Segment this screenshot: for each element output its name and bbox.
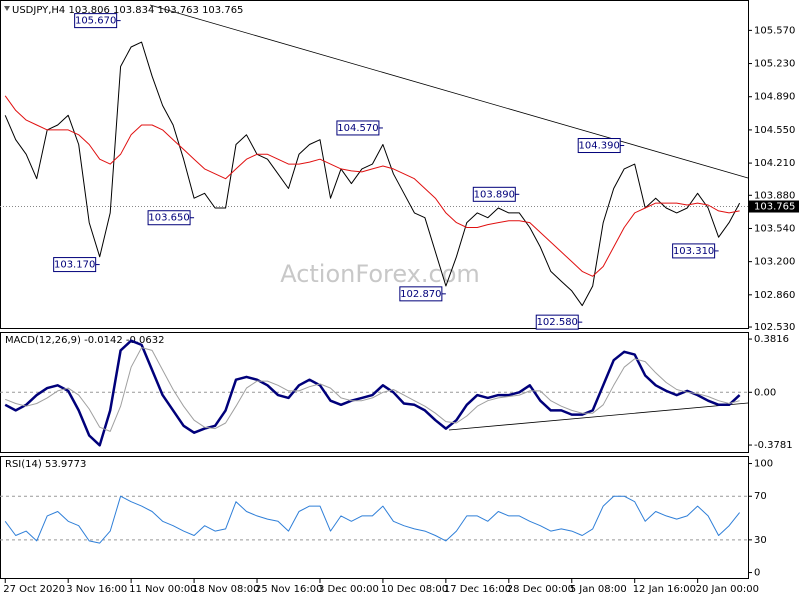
x-tick-label: 3 Dec 00:00 [318,584,379,595]
x-tick-label: 11 Nov 00:00 [129,584,196,595]
annotation-label: 103.170 [54,260,95,271]
macd-trend-line [448,402,749,431]
annotation-box [672,243,716,259]
annotation-box [399,286,443,302]
y-tick-label: 100 [754,459,773,470]
annotation-label: 103.650 [148,213,189,224]
series-line [4,95,740,277]
trend-line [149,4,749,179]
y-tick-label: 104.210 [754,158,795,169]
annotation-box [147,210,191,226]
annotation-box [53,257,97,273]
x-tick-label: 25 Nov 16:00 [255,584,322,595]
y-tick-label: 105.570 [754,25,795,36]
y-tick-label: 70 [754,491,767,502]
x-tick-label: 17 Dec 16:00 [444,584,511,595]
annotation-label: 105.670 [75,16,116,27]
series-line [4,339,741,447]
current-price-label: 103.765 [754,202,795,213]
series-line [4,495,740,544]
y-tick-label: 104.550 [754,125,795,136]
y-tick-label: -0.3781 [754,440,793,451]
annotation-box [472,186,516,202]
annotation-label: 103.890 [474,189,515,200]
annotation-label: 104.570 [337,123,378,134]
series-line [4,41,741,307]
x-tick-label: 3 Nov 16:00 [66,584,127,595]
y-tick-label: 104.890 [754,92,795,103]
annotation-box [74,13,118,29]
x-tick-label: 10 Dec 08:00 [381,584,448,595]
y-tick-label: 102.860 [754,290,795,301]
current-price-box [749,200,799,213]
y-tick-label: 103.540 [754,223,795,234]
price-pane [0,0,749,329]
annotation-label: 103.310 [673,246,714,257]
x-tick-label: 5 Jan 08:00 [570,584,627,595]
y-tick-label: 0.00 [754,387,776,398]
annotation-label: 104.390 [579,141,620,152]
series-line [5,347,740,432]
y-tick-label: 103.880 [754,190,795,201]
y-tick-label: 0 [754,568,760,579]
annotation-label: 102.870 [400,289,441,300]
price-title: USDJPY,H4 103.806 103.834 103.763 103.76… [12,5,243,16]
x-tick-label: 28 Dec 00:00 [507,584,574,595]
y-tick-label: 105.230 [754,59,795,70]
annotation-box [535,314,579,330]
y-tick-label: 103.200 [754,257,795,268]
annotation-box [336,120,380,136]
rsi-pane [0,456,749,579]
symbol-icon [4,6,10,11]
y-tick-label: 0.3816 [754,334,789,345]
macd-title: MACD(12,26,9) -0.0142 -0.0632 [5,335,165,346]
x-tick-label: 27 Oct 2020 [3,584,65,595]
x-tick-label: 18 Nov 08:00 [192,584,259,595]
x-tick-label: 12 Jan 16:00 [633,584,696,595]
x-tick-label: 20 Jan 00:00 [696,584,759,595]
annotation-box [577,138,621,154]
y-tick-label: 102.530 [754,322,795,333]
rsi-title: RSI(14) 53.9773 [5,459,86,470]
y-tick-label: 30 [754,535,767,546]
annotation-label: 102.580 [537,317,578,328]
